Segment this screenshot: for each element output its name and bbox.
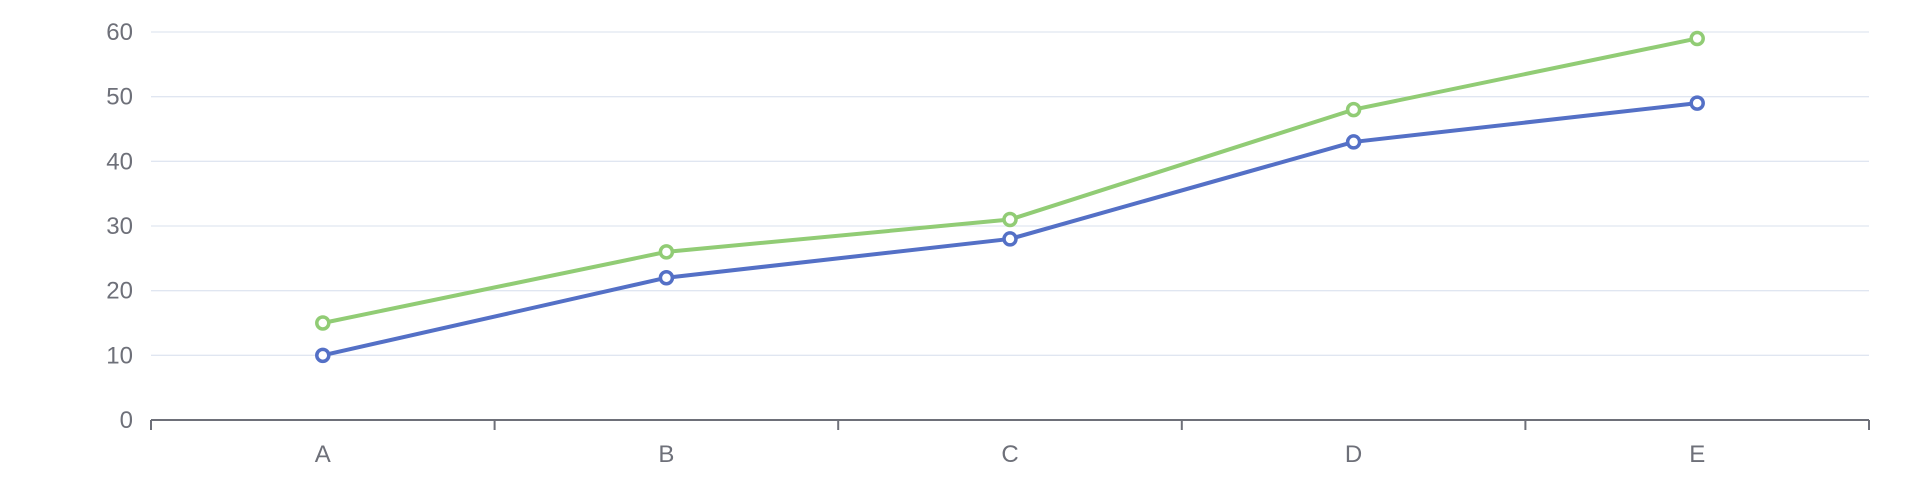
x-axis: A B C D E (150, 419, 1870, 468)
y-tick-label: 60 (106, 19, 133, 46)
y-tick-label: 20 (106, 278, 133, 305)
series-2-point[interactable] (1345, 101, 1362, 118)
series-2-line (320, 36, 1700, 325)
series-1-point[interactable] (1345, 134, 1362, 150)
series-1-point[interactable] (1002, 231, 1018, 247)
series-2-point[interactable] (315, 315, 331, 331)
series-1-line (320, 101, 1700, 358)
series-1-point[interactable] (1689, 95, 1705, 111)
x-tick-label: C (1001, 441, 1018, 468)
series-2-point[interactable] (1689, 30, 1705, 47)
series-1-point[interactable] (658, 269, 675, 286)
y-tick-label: 40 (106, 148, 133, 175)
y-tick-label: 10 (106, 342, 133, 369)
x-tick-label: E (1689, 441, 1705, 468)
y-tick-label: 50 (106, 84, 133, 111)
series-2-point[interactable] (1002, 211, 1018, 228)
x-tick-label: D (1345, 441, 1362, 468)
y-tick-label: 0 (120, 407, 133, 434)
series-1-point[interactable] (315, 347, 331, 364)
y-axis: 0 10 20 30 40 50 60 (106, 19, 133, 434)
x-tick-label: B (658, 441, 674, 468)
series-points (315, 30, 1705, 364)
y-tick-label: 30 (106, 213, 133, 240)
series-lines (320, 36, 1700, 358)
x-tick-label: A (315, 441, 331, 468)
series-2-point[interactable] (658, 244, 675, 260)
